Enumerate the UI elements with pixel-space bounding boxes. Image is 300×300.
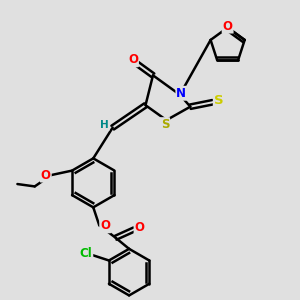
- Text: H: H: [100, 120, 109, 130]
- Text: O: O: [128, 53, 138, 66]
- Text: S: S: [161, 118, 169, 131]
- Text: O: O: [223, 20, 232, 33]
- Text: O: O: [134, 221, 145, 234]
- Text: N: N: [176, 87, 186, 100]
- Text: S: S: [214, 94, 224, 107]
- Text: O: O: [41, 169, 51, 182]
- Text: O: O: [100, 219, 110, 232]
- Text: Cl: Cl: [80, 248, 92, 260]
